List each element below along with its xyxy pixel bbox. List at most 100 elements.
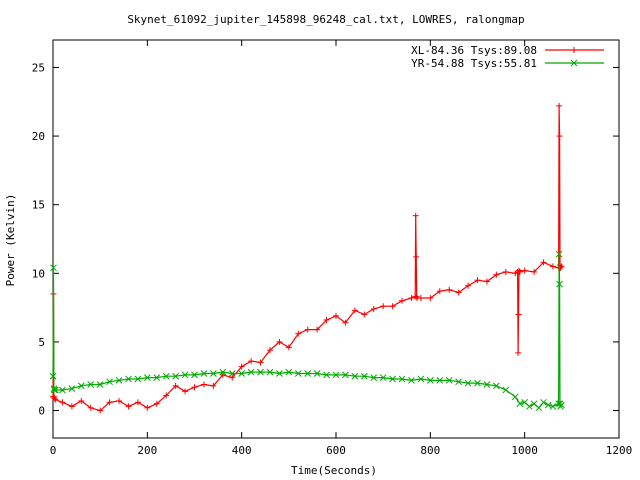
series-1-point-36	[351, 372, 359, 380]
series-0-point-28	[276, 338, 283, 345]
series-0-point-61	[515, 311, 522, 318]
series-0-point-29	[285, 344, 292, 351]
series-1-point-34	[332, 371, 340, 379]
series-1-point-30	[294, 370, 302, 377]
series-1-point-22	[219, 368, 227, 376]
y-tick-label-4: 20	[32, 130, 45, 143]
series-0-point-63	[516, 268, 523, 275]
series-1-point-33	[323, 371, 330, 379]
series-0-point-10	[106, 399, 113, 406]
x-tick-label-5: 1000	[511, 444, 538, 457]
series-0-point-20	[200, 381, 207, 388]
series-0-point-55	[483, 278, 490, 285]
series-0-point-9	[97, 407, 104, 414]
series-1-point-19	[191, 371, 198, 379]
series-0-point-30	[295, 330, 302, 337]
series-1-point-52	[502, 386, 510, 394]
series-1	[49, 250, 565, 412]
series-1-point-47	[455, 378, 462, 386]
series-1-point-39	[379, 374, 387, 381]
series-1-point-7	[77, 382, 85, 390]
series-1-point-29	[285, 368, 293, 376]
series-1-point-9	[96, 381, 104, 388]
series-0-point-31	[304, 326, 311, 333]
series-0-point-26	[257, 359, 264, 366]
series-1-point-0	[49, 372, 57, 380]
series-1-point-64	[556, 280, 563, 288]
series-1-point-61	[549, 403, 557, 410]
series-0-point-3	[51, 395, 58, 402]
x-tick-label-3: 600	[326, 444, 346, 457]
series-1-point-28	[276, 370, 283, 377]
legend-marker-1	[570, 59, 578, 67]
legend-label-0: XL-84.36 Tsys:89.08	[411, 44, 537, 57]
series-0-point-17	[172, 382, 179, 389]
series-1-point-53	[511, 393, 519, 401]
series-1-point-11	[115, 377, 123, 384]
series-1-point-42	[408, 377, 415, 384]
series-1-point-26	[257, 368, 264, 376]
series-0-point-56	[493, 271, 500, 278]
series-0-point-69	[556, 102, 563, 109]
series-0-point-12	[125, 403, 132, 410]
x-tick-label-0: 0	[50, 444, 57, 457]
series-1-point-38	[370, 374, 378, 381]
series-1-point-37	[360, 372, 368, 380]
legend-label-1: YR-54.88 Tsys:55.81	[411, 57, 537, 70]
series-1-point-13	[134, 375, 142, 383]
series-0-point-32	[314, 326, 321, 333]
x-tick-label-4: 800	[420, 444, 440, 457]
series-0-point-38	[370, 305, 377, 312]
series-0-point-49	[427, 295, 434, 302]
series-0-point-19	[191, 384, 198, 391]
series-1-point-12	[125, 375, 132, 383]
series-0-point-70	[556, 133, 563, 140]
series-1-point-43	[417, 375, 425, 383]
series-1-point-44	[426, 377, 434, 384]
series-0-point-5	[59, 399, 66, 406]
series-0-point-22	[219, 371, 226, 378]
series-0-point-8	[87, 404, 94, 411]
series-0-point-51	[446, 286, 453, 293]
series-1-point-15	[153, 374, 161, 381]
series-1-point-32	[313, 370, 321, 377]
y-tick-label-2: 10	[32, 267, 45, 280]
series-0-point-37	[361, 311, 368, 318]
y-tick-label-1: 5	[38, 336, 45, 349]
series-1-point-40	[389, 375, 396, 383]
series-1-point-35	[342, 371, 349, 379]
y-tick-label-3: 15	[32, 199, 45, 212]
series-1-point-5	[59, 386, 66, 394]
series-0-point-27	[266, 347, 273, 354]
series-0-point-54	[474, 277, 481, 284]
series-1-point-20	[200, 370, 208, 377]
series-0-point-60	[515, 349, 522, 356]
series-0-point-13	[134, 399, 141, 406]
series-0-point-66	[540, 259, 547, 266]
series-1-point-46	[445, 377, 453, 384]
series-0-point-23	[229, 374, 236, 381]
series-0-point-15	[153, 400, 160, 407]
series-1-point-49	[474, 379, 481, 387]
x-tick-label-1: 200	[137, 444, 157, 457]
series-1-point-1	[50, 264, 57, 272]
series-1-point-23	[228, 370, 236, 377]
series-0-point-33	[323, 316, 330, 323]
series-0-point-50	[436, 288, 443, 295]
series-0-point-18	[182, 388, 189, 395]
series-1-point-21	[210, 370, 217, 377]
series-0-point-44	[412, 212, 419, 219]
series-1-point-63	[555, 250, 563, 258]
series-0-point-25	[248, 358, 255, 365]
series-0-point-35	[342, 319, 349, 326]
series-1-point-50	[483, 381, 491, 388]
series-0-point-6	[68, 403, 75, 410]
x-tick-label-2: 400	[232, 444, 252, 457]
series-1-point-14	[143, 374, 151, 381]
series-0-point-16	[163, 392, 170, 399]
chart-title: Skynet_61092_jupiter_145898_96248_cal.tx…	[127, 13, 524, 26]
series-0-point-57	[502, 268, 509, 275]
series-layer	[49, 102, 565, 414]
